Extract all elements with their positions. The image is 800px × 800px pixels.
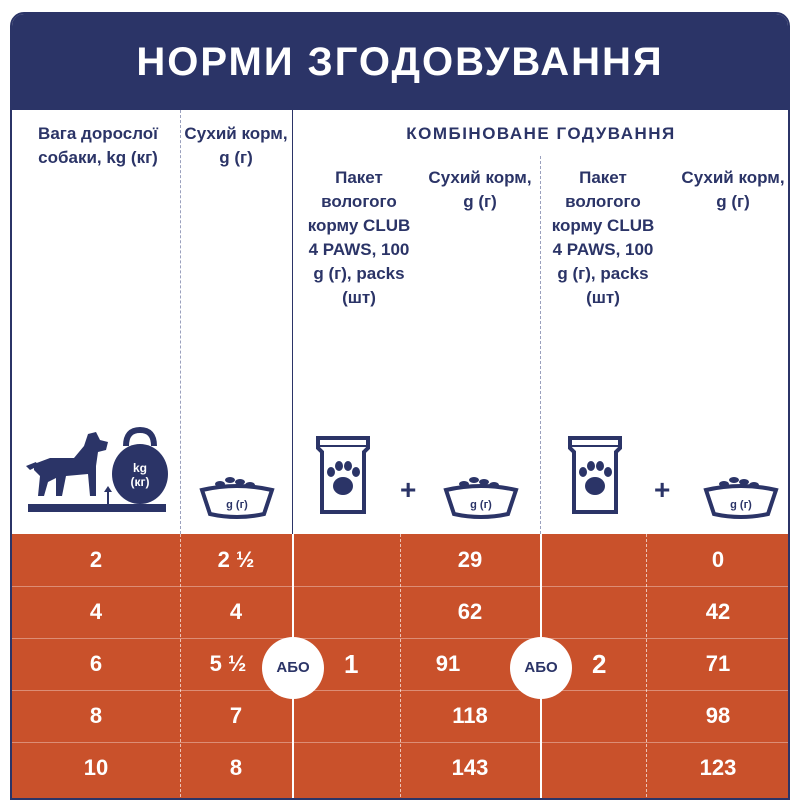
wet-food-pouch-icon bbox=[568, 436, 622, 514]
header-wet-pack-2: Пакет вологого корму CLUB 4 PAWS, 100 g … bbox=[551, 168, 655, 307]
cell-weight: 6 bbox=[89, 651, 103, 676]
column-divider bbox=[646, 534, 647, 798]
cell-combo2-dry: 0 bbox=[711, 547, 725, 572]
feeding-table-body: 2 2 ½ 29 0 4 4 62 42 6 5 ½ 91 71 8 7 118… bbox=[12, 534, 788, 798]
cell-combo1-dry: 118 bbox=[452, 703, 488, 728]
dog-scale-icon: kg (кг) bbox=[26, 426, 168, 512]
cell-weight: 2 bbox=[89, 547, 103, 572]
bowl-icon: g (г) bbox=[199, 477, 275, 519]
bowl-icon: g (г) bbox=[703, 477, 779, 519]
cell-weight: 10 bbox=[83, 755, 109, 780]
bowl-label: g (г) bbox=[226, 499, 248, 511]
kettlebell-label-kg: kg bbox=[133, 461, 147, 475]
kettlebell-label-kg-ua: (кг) bbox=[131, 475, 150, 489]
header-divider-1 bbox=[180, 110, 181, 534]
cell-combo2-dry: 71 bbox=[705, 651, 731, 676]
cell-dry: 7 bbox=[229, 703, 243, 728]
plus-sign-1: + bbox=[400, 474, 417, 505]
column-divider bbox=[180, 534, 181, 798]
header-combined-feeding: КОМБІНОВАНЕ ГОДУВАННЯ bbox=[406, 124, 676, 143]
cell-combo2-dry: 42 bbox=[705, 599, 731, 624]
cell-combo1-dry: 143 bbox=[451, 755, 489, 780]
header-dry-food: Сухий корм, g (г) bbox=[184, 124, 288, 167]
or-badge-2: АБО bbox=[510, 637, 572, 699]
cell-combo1-dry: 29 bbox=[457, 547, 483, 572]
wet-food-pouch-icon bbox=[316, 436, 370, 514]
bowl-label: g (г) bbox=[730, 499, 752, 511]
column-divider bbox=[400, 534, 401, 798]
header-weight: Вага дорослої собаки, kg (кг) bbox=[38, 124, 158, 167]
cell-combo2-dry: 98 bbox=[705, 703, 731, 728]
feeding-chart-card: НОРМИ ЗГОДОВУВАННЯ Вага дорослої собаки,… bbox=[10, 12, 790, 800]
header-divider-3 bbox=[540, 156, 541, 534]
cell-combo1-dry: 91 bbox=[435, 651, 461, 676]
cell-dry: 4 bbox=[229, 599, 243, 624]
bowl-label: g (г) bbox=[470, 499, 492, 511]
header-combo-dry-1: Сухий корм, g (г) bbox=[428, 168, 532, 211]
pack-count-1: 1 bbox=[344, 649, 359, 679]
cell-combo2-dry: 123 bbox=[699, 755, 737, 780]
page-title: НОРМИ ЗГОДОВУВАННЯ bbox=[12, 14, 788, 110]
cell-dry: 8 bbox=[229, 755, 243, 780]
cell-dry: 5 ½ bbox=[209, 651, 247, 676]
cell-weight: 4 bbox=[89, 599, 103, 624]
cell-combo1-dry: 62 bbox=[457, 599, 483, 624]
pack-count-2: 2 bbox=[592, 649, 607, 679]
header-divider-2 bbox=[292, 110, 293, 534]
cell-dry: 2 ½ bbox=[217, 547, 255, 572]
or-badge-1: АБО bbox=[262, 637, 324, 699]
cell-weight: 8 bbox=[89, 703, 103, 728]
plus-sign-2: + bbox=[654, 474, 671, 505]
bowl-icon: g (г) bbox=[443, 477, 519, 519]
header-wet-pack-1: Пакет вологого корму CLUB 4 PAWS, 100 g … bbox=[307, 168, 411, 307]
header-combo-dry-2: Сухий корм, g (г) bbox=[681, 168, 785, 211]
